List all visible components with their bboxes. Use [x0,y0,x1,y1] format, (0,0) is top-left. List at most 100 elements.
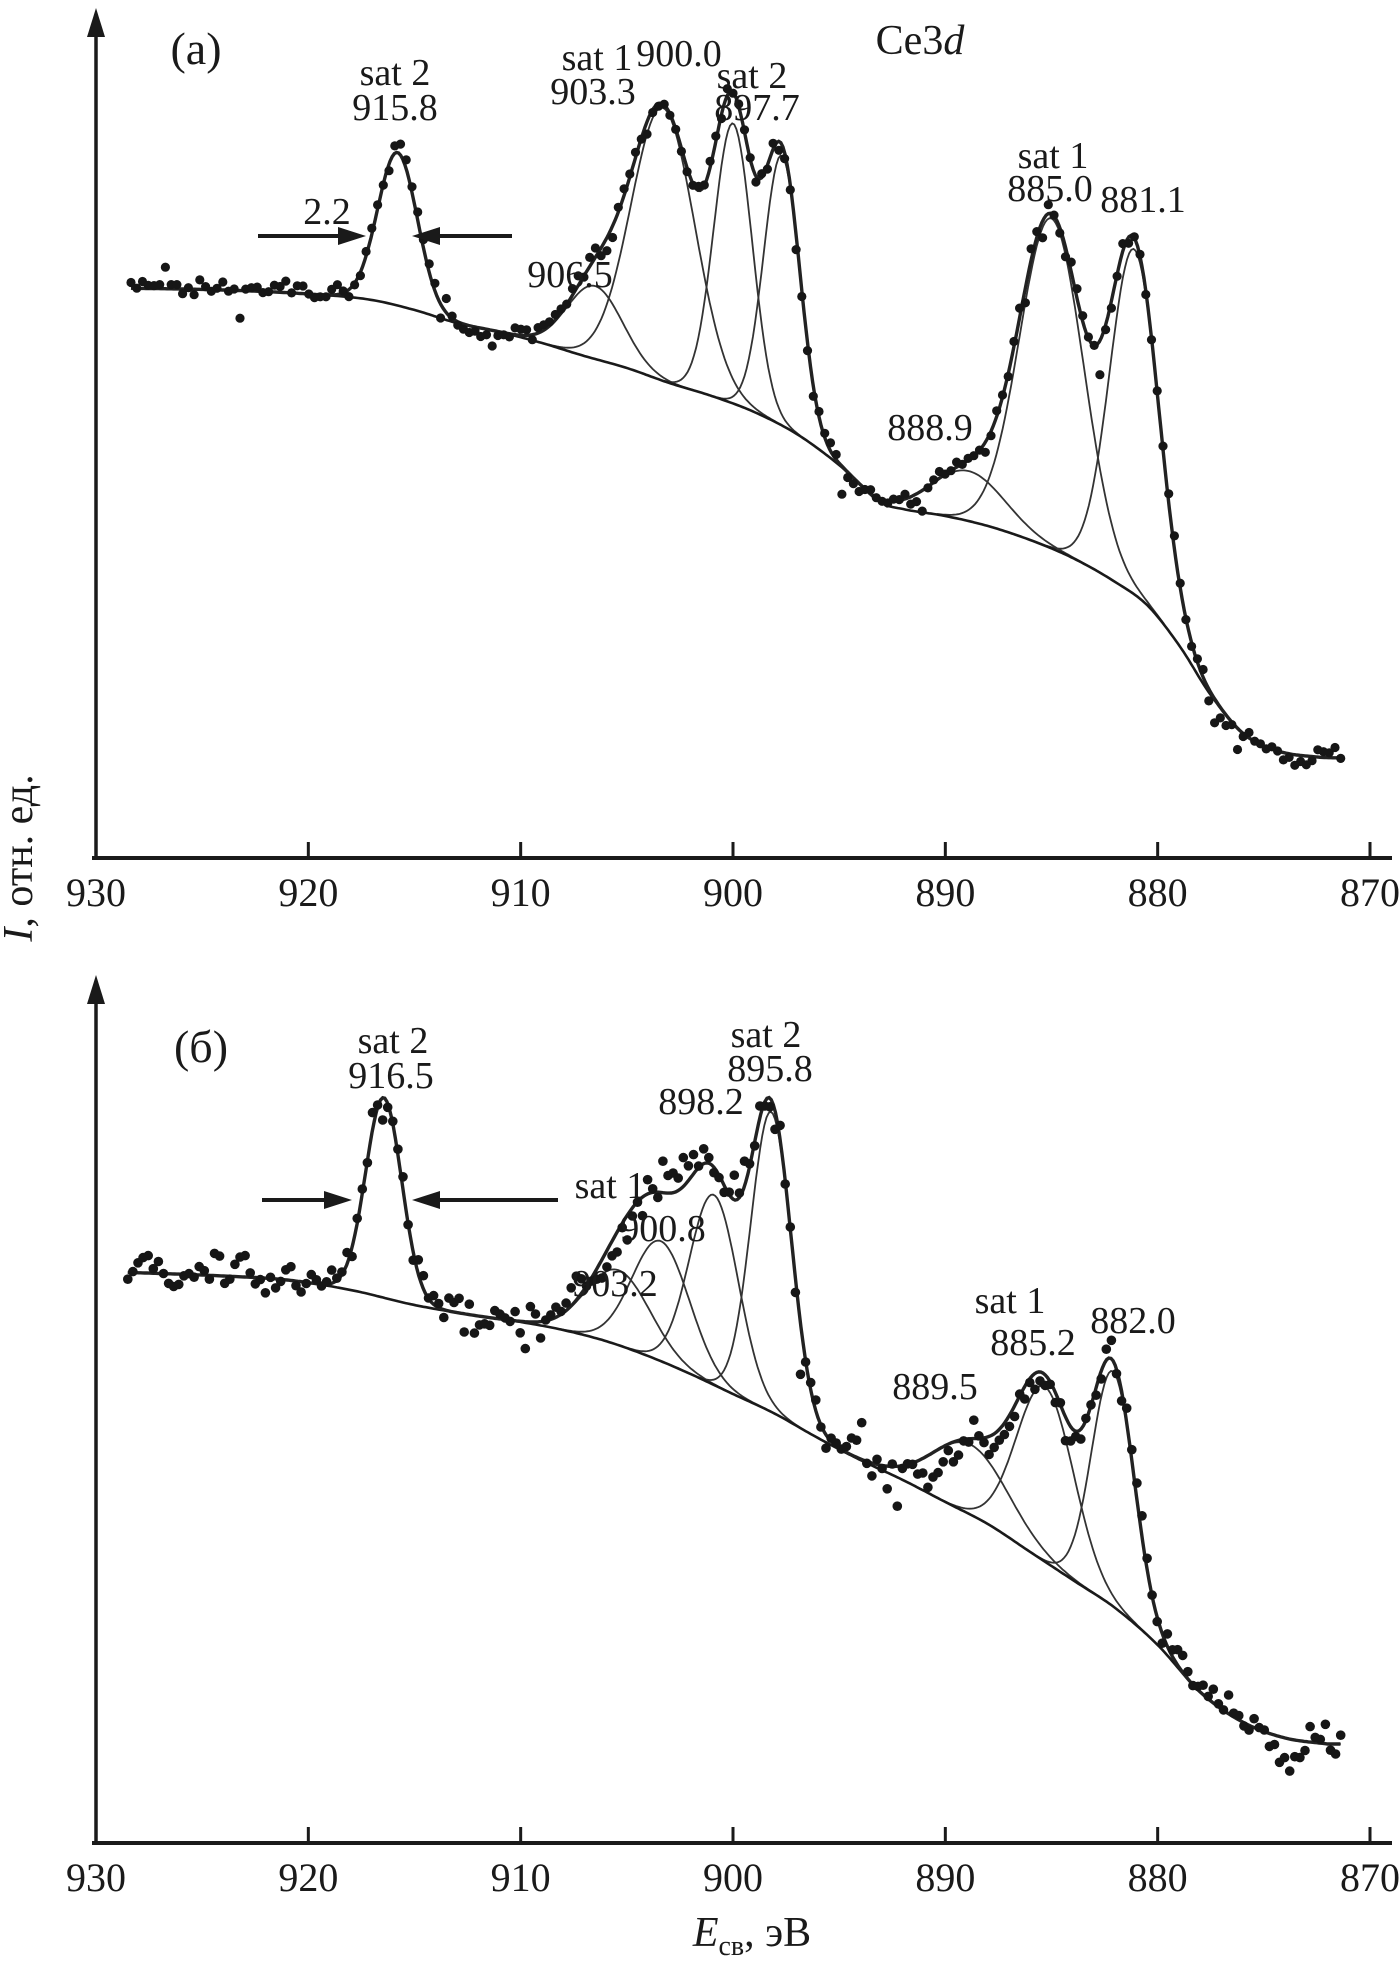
data-point [264,287,274,297]
data-point [1055,1398,1066,1408]
data-point [377,1115,388,1125]
data-point [622,1235,633,1245]
data-point [632,1197,643,1207]
data-point [1315,1734,1326,1745]
fit-component-curve [838,463,1099,573]
data-point [484,1320,495,1331]
data-point [1203,1691,1213,1702]
data-point [688,1149,699,1160]
data-point [963,1437,974,1447]
data-point [642,129,652,139]
data-point [245,1268,255,1278]
data-point [872,1454,882,1465]
fwhm-value-label: 2.2 [303,191,351,233]
data-point [1124,238,1134,248]
data-point [515,1328,525,1338]
data-point [698,1144,709,1154]
data-point [780,154,790,164]
y-axis-arrowhead-icon [87,975,105,1004]
data-point [627,1211,638,1221]
peak-label: 900.0 [636,33,722,75]
data-point [1009,336,1019,347]
peak-label: sat 1 [575,1165,646,1207]
data-point [1198,664,1208,675]
data-point [1330,1749,1341,1759]
data-point [837,489,847,499]
peak-label: 916.5 [348,1055,434,1097]
data-point [178,289,188,299]
data-points [123,1100,1346,1776]
data-point [562,299,572,309]
data-point [1157,1638,1168,1648]
data-point [556,1306,566,1317]
data-point [1181,615,1191,625]
data-point [195,275,205,285]
peak-label: 903.2 [572,1263,658,1305]
data-point [436,313,446,323]
data-point [338,286,348,296]
data-point [659,99,669,109]
data-point [653,1192,663,1203]
data-point [1101,325,1111,335]
data-point [1175,578,1185,588]
data-point [1091,1390,1101,1400]
data-point [929,475,939,485]
x-tick-label: 870 [1340,1855,1399,1900]
data-point [980,447,990,457]
peak-label: 898.2 [658,1081,744,1123]
fwhm-right-arrowhead-icon [412,227,440,245]
data-point [1112,271,1122,281]
data-point [1335,1730,1346,1740]
data-point [1066,257,1076,267]
data-point [774,145,784,155]
data-point [866,485,876,495]
data-point [566,1283,576,1293]
data-point [862,1458,872,1469]
data-point [724,1187,734,1197]
data-point [1038,233,1048,243]
data-point [576,1274,587,1284]
fwhm-left-arrowhead-icon [338,227,366,245]
data-point [535,1333,546,1343]
fit-component-curve [625,1193,801,1429]
data-point [424,259,434,269]
data-point [917,506,927,516]
data-point [918,1468,928,1478]
data-point [454,1293,464,1304]
data-point [1086,1400,1096,1410]
data-point [481,330,492,340]
data-point [332,280,342,290]
data-point [1183,1666,1193,1677]
data-point [1116,1396,1127,1406]
data-point [1083,332,1093,342]
data-point [1187,641,1197,652]
data-point [544,317,555,327]
x-tick-label: 920 [278,870,338,915]
data-point [350,280,360,290]
data-point [1284,752,1294,763]
data-point [802,346,813,356]
data-point [957,459,967,469]
data-point [882,1484,892,1494]
data-point [301,1278,312,1289]
x-tick-label: 900 [703,1855,763,1900]
data-point [1055,228,1065,238]
data-point [704,1152,714,1163]
data-point [999,1429,1010,1440]
data-point [1295,1752,1305,1763]
data-point [393,1144,403,1154]
data-point [326,1265,337,1275]
peak-label: 906.5 [527,254,613,296]
data-point [1300,1745,1310,1756]
data-point [550,309,560,320]
data-point [148,1263,159,1274]
data-point [1096,1374,1106,1384]
data-point [561,1298,571,1308]
data-point [1026,244,1036,254]
data-point [240,1250,250,1261]
data-point [1147,1590,1157,1600]
data-point [337,1267,347,1277]
